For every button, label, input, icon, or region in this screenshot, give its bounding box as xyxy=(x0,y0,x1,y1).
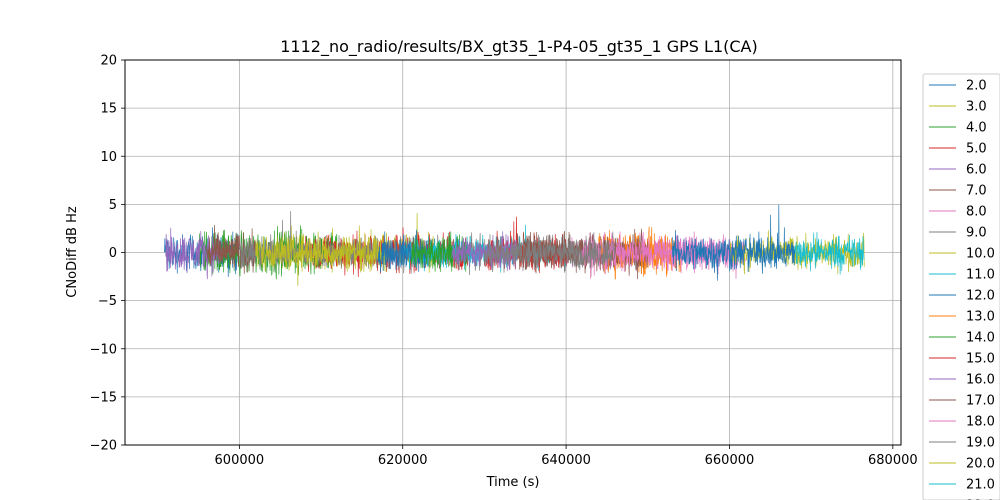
x-tick-label: 600000 xyxy=(215,453,265,468)
series-line-10-0 xyxy=(255,225,387,287)
series-line-22-0 xyxy=(671,204,796,281)
legend-entry: 2.0 xyxy=(966,79,987,94)
chart-title: 1112_no_radio/results/BX_gt35_1-P4-05_gt… xyxy=(280,37,757,57)
legend-entry: 13.0 xyxy=(966,310,995,325)
series-layer xyxy=(163,204,865,287)
legend-frame xyxy=(922,73,1000,500)
series-line-18-0 xyxy=(582,232,730,280)
y-tick-label: 10 xyxy=(100,150,117,165)
x-axis: 600000 620000 640000 660000 680000 xyxy=(215,445,918,468)
legend-entry: 8.0 xyxy=(966,205,987,220)
legend: 2.0 3.0 4.0 5.0 6.0 7.0 8.0 9.0 10.0 11.0 12.0 13.0… xyxy=(922,73,1000,500)
legend-entry: 9.0 xyxy=(966,226,987,241)
legend-entry: 19.0 xyxy=(966,436,995,451)
y-tick-label: 0 xyxy=(109,246,117,261)
legend-entry: 15.0 xyxy=(966,352,995,367)
series-line-19-0 xyxy=(484,232,616,273)
legend-entry: 11.0 xyxy=(966,268,995,283)
legend-entry: 22.0 xyxy=(966,499,995,500)
y-tick-label: −5 xyxy=(98,294,117,309)
legend-entry: 14.0 xyxy=(966,331,995,346)
x-tick-label: 660000 xyxy=(705,453,755,468)
y-tick-label: 20 xyxy=(100,54,117,69)
series-line-4-0 xyxy=(198,225,338,280)
y-axis-label: CNoDiff dB Hz xyxy=(65,206,80,298)
y-tick-label: 15 xyxy=(100,102,117,117)
series-line-21-0 xyxy=(794,232,865,275)
x-tick-label: 680000 xyxy=(868,453,918,468)
y-tick-label: 5 xyxy=(109,198,117,213)
series-line-7-0 xyxy=(206,224,257,274)
series-line-17-0 xyxy=(516,228,649,280)
legend-entry: 4.0 xyxy=(966,121,987,136)
legend-entry: 7.0 xyxy=(966,184,987,199)
legend-entry: 20.0 xyxy=(966,457,995,472)
y-tick-label: −20 xyxy=(90,439,117,454)
legend-entry: 5.0 xyxy=(966,142,987,157)
legend-entry: 10.0 xyxy=(966,247,995,262)
x-tick-label: 620000 xyxy=(378,453,428,468)
y-tick-label: −15 xyxy=(90,390,117,405)
legend-entry: 17.0 xyxy=(966,394,995,409)
legend-entry: 16.0 xyxy=(966,373,995,388)
x-axis-label: Time (s) xyxy=(486,475,540,490)
y-axis: 20 15 10 5 0 −5 −10 −15 −20 xyxy=(90,54,125,454)
legend-entry: 12.0 xyxy=(966,289,995,304)
y-tick-label: −10 xyxy=(90,342,117,357)
plot-area xyxy=(124,59,902,446)
legend-entry: 3.0 xyxy=(966,100,987,115)
x-tick-label: 640000 xyxy=(541,453,591,468)
legend-entry: 21.0 xyxy=(966,478,995,493)
legend-entry: 6.0 xyxy=(966,163,987,178)
legend-entry: 18.0 xyxy=(966,415,995,430)
